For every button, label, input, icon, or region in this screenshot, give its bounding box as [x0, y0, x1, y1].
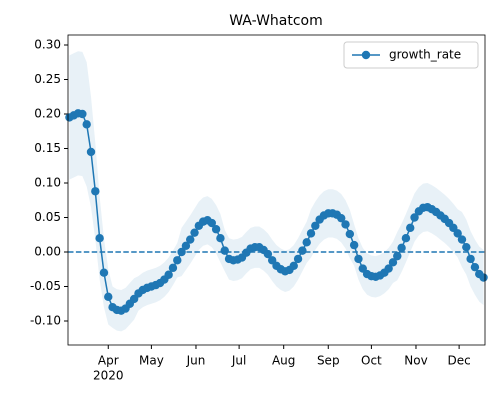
- marker: [78, 109, 87, 119]
- marker: [401, 233, 411, 243]
- legend-box: [343, 41, 479, 69]
- marker: [91, 187, 100, 196]
- y-tick-label: 0.20: [34, 107, 61, 121]
- marker: [479, 273, 488, 282]
- x-tick-label: Dec: [448, 354, 471, 368]
- marker: [82, 120, 91, 129]
- marker: [164, 270, 173, 279]
- marker: [470, 262, 480, 272]
- x-tick-label: Nov: [404, 354, 427, 368]
- marker: [410, 213, 419, 222]
- marker: [302, 238, 311, 247]
- y-tick-label: 0.05: [34, 210, 61, 224]
- legend-marker: [361, 50, 371, 60]
- x-tick-label: May: [139, 354, 164, 368]
- y-tick-label: 0.10: [34, 175, 61, 189]
- y-tick-label: 0.25: [34, 72, 61, 86]
- y-tick-label: 0.30: [34, 38, 61, 52]
- confidence-band: [69, 51, 484, 332]
- marker: [457, 235, 467, 244]
- marker: [168, 263, 178, 273]
- x-year-label: 2020: [93, 369, 124, 383]
- marker: [95, 233, 104, 243]
- y-tick-label: -0.10: [30, 313, 61, 327]
- marker: [341, 220, 350, 229]
- x-tick-label: Jul: [231, 354, 246, 368]
- marker: [104, 292, 113, 302]
- marker: [406, 223, 415, 233]
- marker: [173, 256, 182, 265]
- marker: [345, 229, 355, 239]
- marker: [298, 246, 307, 255]
- x-tick-label: Sep: [317, 354, 340, 368]
- marker: [86, 147, 96, 157]
- marker: [397, 243, 406, 253]
- marker: [393, 251, 402, 261]
- chart-title: WA-Whatcom: [229, 13, 323, 29]
- legend-label: growth_rate: [389, 48, 461, 62]
- marker: [293, 254, 303, 264]
- marker: [311, 221, 320, 230]
- marker: [289, 261, 298, 270]
- marker: [388, 258, 398, 267]
- x-tick-label: Jun: [186, 354, 206, 368]
- marker: [349, 240, 359, 250]
- marker: [216, 233, 225, 243]
- x-tick-label: Oct: [361, 354, 382, 368]
- marker: [466, 254, 475, 264]
- y-tick-label: 0.00: [34, 244, 61, 258]
- x-tick-label: Apr: [98, 354, 119, 368]
- x-tick-label: Aug: [272, 354, 295, 368]
- marker: [220, 246, 229, 255]
- marker: [306, 229, 316, 238]
- y-tick-label: -0.05: [30, 279, 61, 293]
- y-tick-label: 0.15: [34, 141, 61, 155]
- marker: [453, 229, 462, 238]
- marker: [99, 268, 109, 277]
- marker: [190, 228, 199, 237]
- marker: [354, 254, 363, 264]
- marker: [462, 242, 471, 252]
- marker: [211, 225, 221, 234]
- marker: [186, 235, 195, 244]
- plot-frame: [67, 34, 486, 346]
- marker: [337, 213, 346, 223]
- marker: [207, 218, 216, 228]
- marker: [384, 264, 393, 273]
- marker: [181, 241, 191, 250]
